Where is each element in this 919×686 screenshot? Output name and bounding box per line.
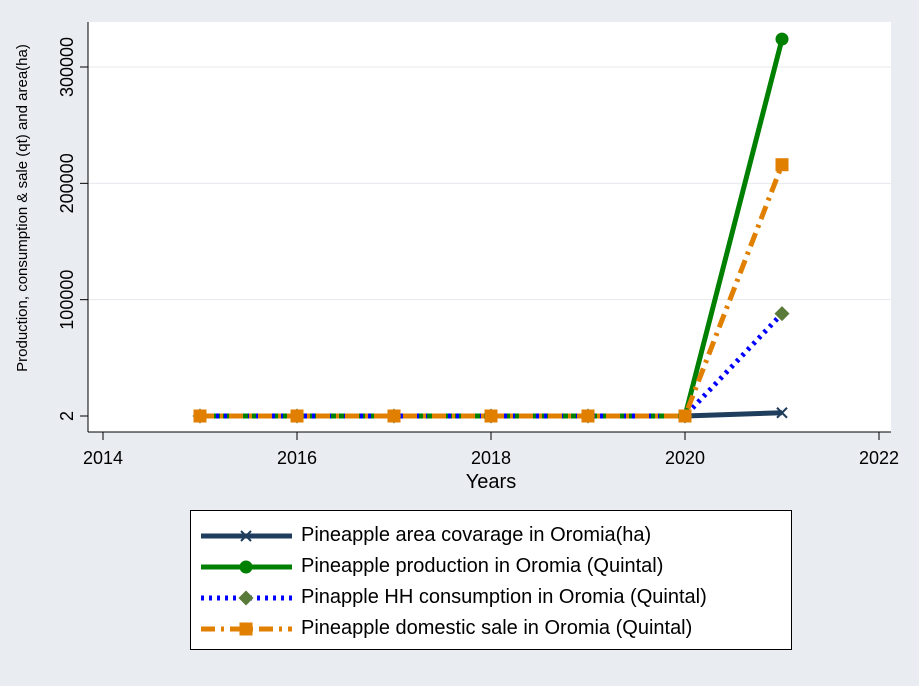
x-marker-stroke <box>776 407 788 419</box>
circle-marker <box>775 32 789 46</box>
x-tick-label: 2016 <box>277 448 317 468</box>
x-tick-label: 2022 <box>859 448 899 468</box>
legend: Pineapple area covarage in Oromia(ha) Pin… <box>190 510 792 650</box>
axes: 2 100000 200000 300000 2014 2016 2018 2020 2022 <box>57 22 899 468</box>
x-marker-stroke <box>240 530 252 542</box>
legend-label: Pineapple production in Oromia (Quintal) <box>301 555 664 577</box>
legend-label: Pineapple domestic sale in Oromia (Quint… <box>301 617 693 639</box>
legend-item: Pineapple area covarage in Oromia(ha) <box>191 521 791 551</box>
square-marker <box>290 409 304 423</box>
x-tick-label: 2018 <box>471 448 511 468</box>
x-marker <box>776 407 788 419</box>
legend-item: Pineapple production in Oromia (Quintal) <box>191 552 791 582</box>
y-axis-label: Production, consumption & sale (qt) and … <box>14 44 31 372</box>
square-marker <box>581 409 595 423</box>
square-marker <box>775 158 789 172</box>
square-marker <box>239 622 253 636</box>
y-tick-label: 300000 <box>57 37 77 97</box>
circle-marker <box>239 560 253 574</box>
legend-item: Pinapple HH consumption in Oromia (Quint… <box>191 583 791 613</box>
x-axis-label: Years <box>466 471 516 493</box>
y-tick-label: 100000 <box>57 270 77 330</box>
legend-swatch <box>201 560 292 574</box>
x-tick-label: 2014 <box>83 448 123 468</box>
series-3 <box>193 158 789 423</box>
diamond-marker <box>238 590 254 606</box>
legend-label: Pineapple area covarage in Oromia(ha) <box>301 524 652 546</box>
x-tick-label: 2020 <box>665 448 705 468</box>
square-marker <box>678 409 692 423</box>
x-marker <box>240 530 252 542</box>
series-layer <box>192 32 790 424</box>
diamond-marker <box>774 306 790 322</box>
square-marker <box>484 409 498 423</box>
y-tick-label: 200000 <box>57 153 77 213</box>
gridlines <box>88 66 891 301</box>
legend-item: Pineapple domestic sale in Oromia (Quint… <box>191 614 791 644</box>
square-marker <box>193 409 207 423</box>
legend-label: Pinapple HH consumption in Oromia (Quint… <box>301 586 707 608</box>
square-marker <box>387 409 401 423</box>
y-tick-label: 2 <box>57 411 77 421</box>
legend-swatch <box>201 530 292 542</box>
legend-swatch <box>201 622 292 636</box>
legend-swatch <box>201 590 292 606</box>
